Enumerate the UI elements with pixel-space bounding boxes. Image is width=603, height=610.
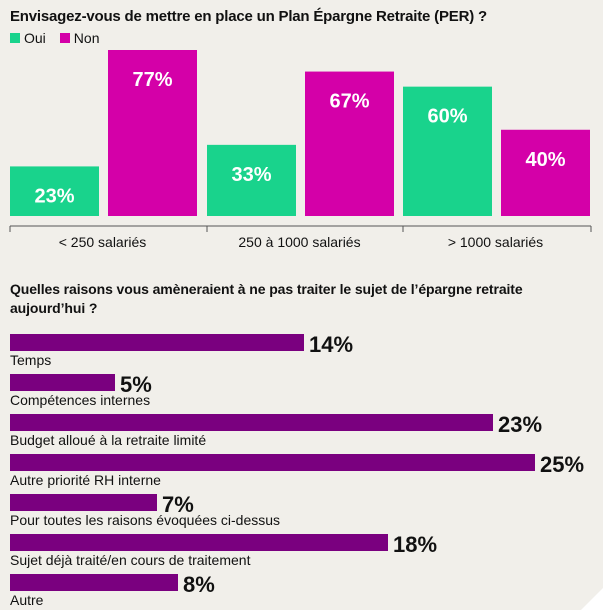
hbar-category-2: Compétences internes [10,392,150,408]
hbar-value-5: 7% [162,492,194,517]
hbar-6 [10,534,388,551]
x-tick-label-2: 250 à 1000 salariés [238,234,360,250]
bar-label-oui-2: 33% [231,164,271,186]
hbar-category-3: Budget alloué à la retraite limité [10,432,206,448]
bar-oui-2 [207,144,296,216]
hbar-1 [10,334,304,351]
chart1-title: Envisagez-vous de mettre en place un Pla… [10,8,487,25]
hbar-category-7: Autre [10,592,44,608]
hbar-category-5: Pour toutes les raisons évoquées ci-dess… [10,512,280,528]
bar-oui-3 [403,86,492,216]
bar-label-non-1: 77% [132,69,172,91]
x-tick-label-1: < 250 salariés [59,234,147,250]
legend-swatch-oui [10,33,20,43]
chart2-title: Quelles raisons vous amèneraient à ne pa… [10,281,523,316]
bar-label-oui-1: 23% [34,185,74,207]
hbar-2 [10,374,115,391]
legend-label-oui: Oui [24,30,46,46]
hbar-value-3: 23% [498,412,542,437]
hbar-value-2: 5% [120,372,152,397]
page-corner-fold [581,588,603,610]
legend-item-oui: Oui [10,30,46,46]
hbar-category-4: Autre priorité RH interne [10,472,161,488]
hbar-category-1: Temps [10,352,51,368]
bar-oui-1 [10,166,99,216]
vertical-bar-chart: 23% 77% < 250 salariés 33% 67% 250 à 1000 sal… [9,50,592,250]
hbar-value-4: 25% [540,452,584,477]
bar-non-3 [501,129,590,216]
legend-label-non: Non [73,30,100,46]
hbar-7 [10,574,178,591]
bar-non-2 [305,71,394,216]
bar-label-oui-3: 60% [427,106,467,128]
hbar-5 [10,494,157,511]
hbar-4 [10,454,535,471]
hbar-value-6: 18% [393,532,437,557]
bar-label-non-2: 67% [329,91,369,113]
bar-non-1 [108,50,197,216]
legend-swatch-non [59,33,70,43]
hbar-value-1: 14% [309,332,353,357]
hbar-3 [10,414,493,431]
legend-item-non: Non [59,30,100,46]
hbar-category-6: Sujet déjà traité/en cours de traitement [10,552,251,568]
bar-label-non-3: 40% [525,149,565,171]
legend: Oui Non [10,30,113,46]
hbar-value-7: 8% [183,572,215,597]
x-tick-label-3: > 1000 salariés [448,234,543,250]
